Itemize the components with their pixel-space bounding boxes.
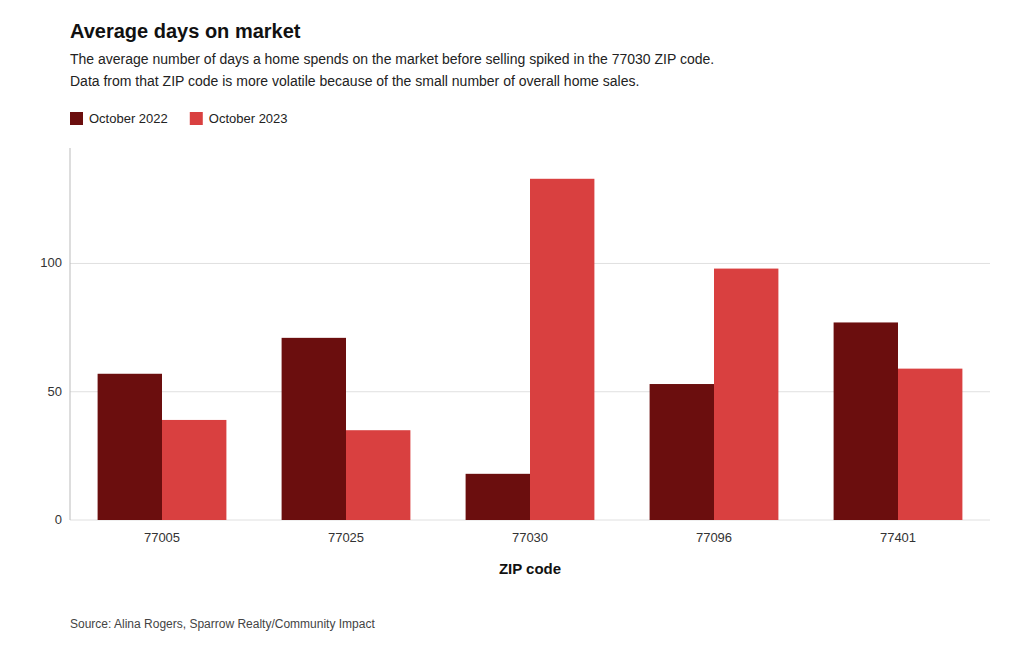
chart: Average days on market The average number… — [0, 0, 1019, 650]
legend-label: October 2022 — [89, 111, 168, 126]
title: Average days on market — [70, 20, 301, 42]
legend-swatch — [190, 112, 203, 125]
source: Source: Alina Rogers, Sparrow Realty/Com… — [70, 617, 375, 631]
subtitle: Data from that ZIP code is more volatile… — [70, 73, 639, 89]
bar — [530, 179, 594, 520]
bar — [346, 430, 410, 520]
bar — [834, 322, 898, 520]
bar — [650, 384, 714, 520]
y-tick-label: 0 — [55, 512, 62, 527]
x-tick-label: 77096 — [696, 530, 732, 545]
legend-label: October 2023 — [209, 111, 288, 126]
bar — [714, 269, 778, 520]
legend-swatch — [70, 112, 83, 125]
x-axis-label: ZIP code — [499, 560, 561, 577]
bars — [98, 179, 963, 520]
bar — [282, 338, 346, 520]
x-tick-label: 77401 — [880, 530, 916, 545]
y-tick-label: 50 — [48, 384, 62, 399]
y-tick-label: 100 — [40, 255, 62, 270]
bar — [898, 369, 962, 520]
bar — [162, 420, 226, 520]
bar — [466, 474, 530, 520]
legend: October 2022 October 2023 — [70, 111, 288, 126]
bar — [98, 374, 162, 520]
y-axis-line — [70, 148, 71, 520]
x-tick-label: 77025 — [328, 530, 364, 545]
background — [0, 0, 1019, 650]
x-tick-label: 77030 — [512, 530, 548, 545]
subtitle: The average number of days a home spends… — [70, 51, 714, 67]
x-tick-label: 77005 — [144, 530, 180, 545]
